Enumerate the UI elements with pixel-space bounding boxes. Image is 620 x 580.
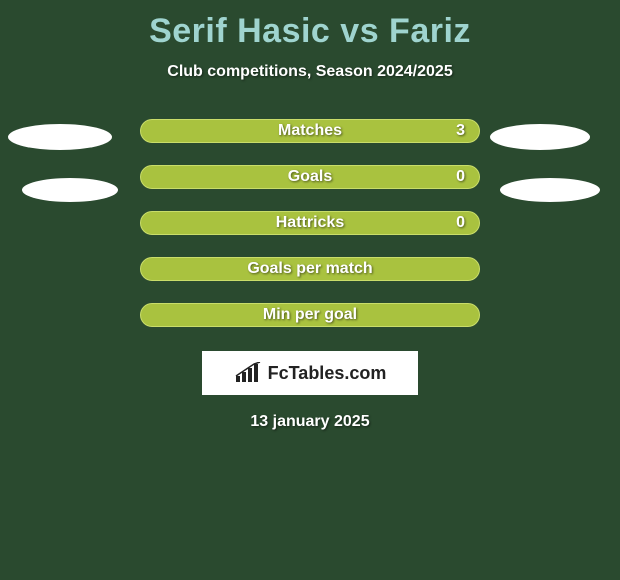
stats-container: Matches3Goals0Hattricks0Goals per matchM… — [0, 119, 620, 327]
stat-row: Goals0 — [140, 165, 480, 189]
stat-value-right: 0 — [456, 214, 465, 232]
logo-box: FcTables.com — [202, 351, 418, 395]
stat-label: Hattricks — [141, 214, 479, 232]
page-subtitle: Club competitions, Season 2024/2025 — [0, 63, 620, 81]
bar-chart-icon — [234, 362, 262, 384]
decor-ellipse-top-right — [490, 124, 590, 150]
stat-label: Matches — [141, 122, 479, 140]
logo-text: FcTables.com — [268, 363, 387, 384]
stat-row: Goals per match — [140, 257, 480, 281]
page-root: Serif Hasic vs Fariz Club competitions, … — [0, 0, 620, 580]
stat-label: Goals — [141, 168, 479, 186]
stat-value-right: 3 — [456, 122, 465, 140]
decor-ellipse-mid-right — [500, 178, 600, 202]
stat-row: Hattricks0 — [140, 211, 480, 235]
stat-label: Min per goal — [141, 306, 479, 324]
date-text: 13 january 2025 — [0, 413, 620, 431]
stat-label: Goals per match — [141, 260, 479, 278]
stat-row: Matches3 — [140, 119, 480, 143]
page-title: Serif Hasic vs Fariz — [0, 0, 620, 51]
stat-value-right: 0 — [456, 168, 465, 186]
decor-ellipse-mid-left — [22, 178, 118, 202]
decor-ellipse-top-left — [8, 124, 112, 150]
stat-row: Min per goal — [140, 303, 480, 327]
